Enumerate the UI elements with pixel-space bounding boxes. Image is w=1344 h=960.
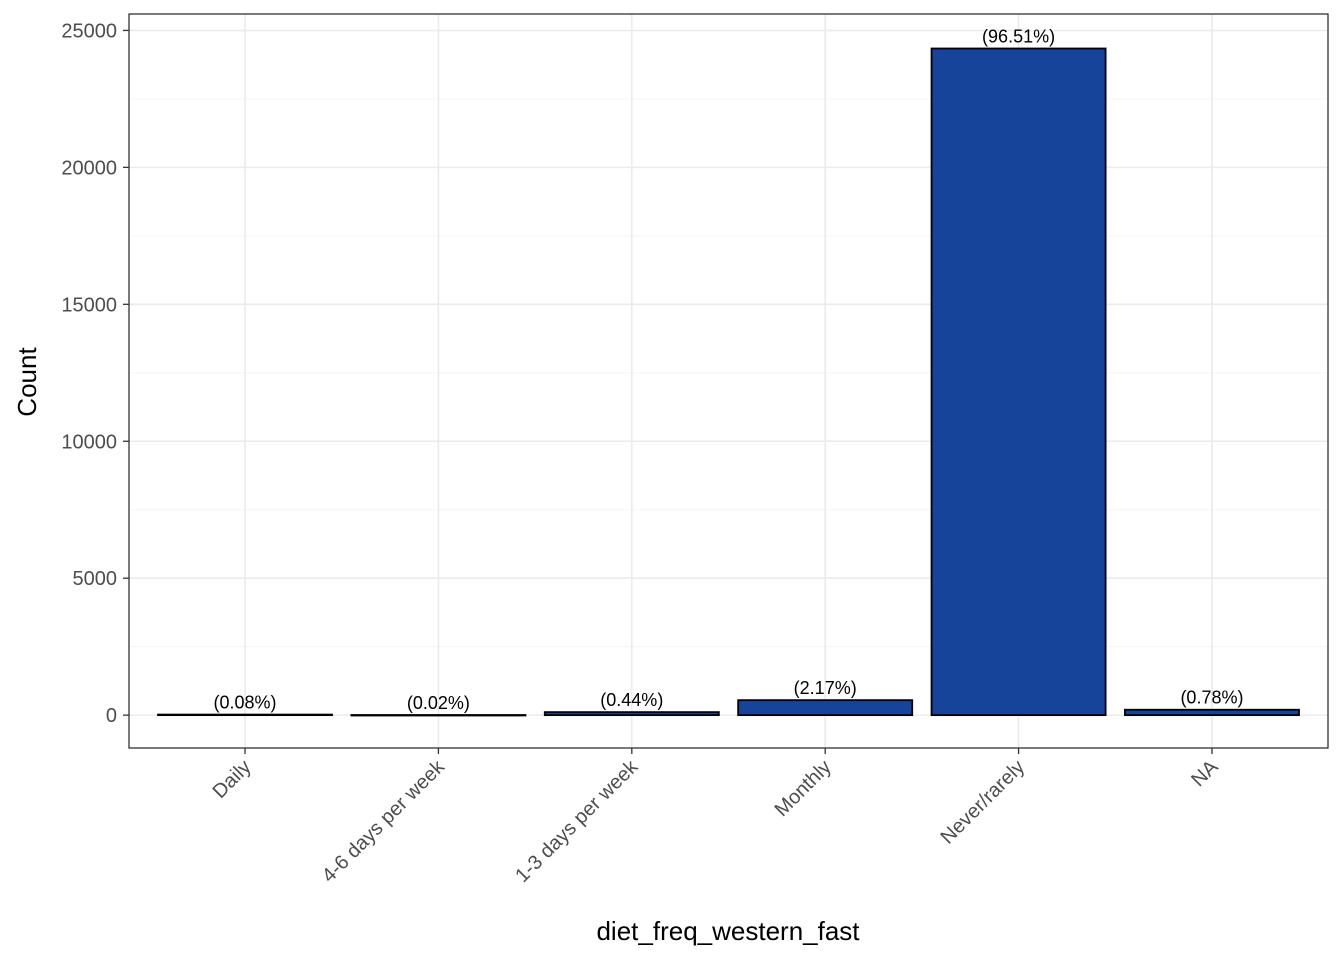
y-axis-title: Count (12, 347, 42, 417)
x-tick-label: Monthly (771, 756, 836, 821)
x-tick-label: 4-6 days per week (318, 755, 450, 887)
bar (157, 713, 333, 717)
bar-data-label: (0.02%) (407, 693, 470, 713)
major-gridlines (129, 14, 1328, 748)
x-axis-ticks: Daily 4-6 days per week 1-3 days per week M… (209, 748, 1223, 887)
x-axis-title: diet_freq_western_fast (596, 916, 860, 946)
bar (1124, 708, 1300, 717)
bar-data-label: (0.78%) (1180, 688, 1243, 708)
data-labels: (0.08%) (0.02%) (0.44%) (2.17%) (96.51%) (0.7… (214, 27, 1244, 713)
x-tick-label: Daily (209, 756, 256, 803)
bar-data-label: (0.08%) (214, 693, 277, 713)
bar-data-label: (0.44%) (600, 690, 663, 710)
bars (157, 47, 1300, 717)
y-tick-label: 0 (106, 705, 117, 727)
bar (930, 47, 1107, 717)
y-tick-label: 20000 (61, 157, 117, 179)
panel-border (128, 13, 1329, 749)
y-tick-label: 15000 (61, 294, 117, 316)
y-tick-label: 25000 (61, 20, 117, 42)
bar-data-label: (2.17%) (794, 678, 857, 698)
x-tick-label: NA (1187, 756, 1223, 792)
bar (543, 711, 720, 717)
y-tick-label: 5000 (73, 568, 118, 590)
bar (737, 699, 914, 717)
bar-data-label: (96.51%) (982, 27, 1055, 47)
bar (350, 714, 527, 717)
x-tick-label: Never/rarely (937, 756, 1030, 849)
y-axis-ticks: 0 5000 10000 15000 20000 25000 (61, 20, 129, 727)
x-tick-label: 1-3 days per week (511, 755, 643, 887)
minor-gridlines (129, 98, 1328, 648)
y-tick-label: 10000 (61, 431, 117, 453)
